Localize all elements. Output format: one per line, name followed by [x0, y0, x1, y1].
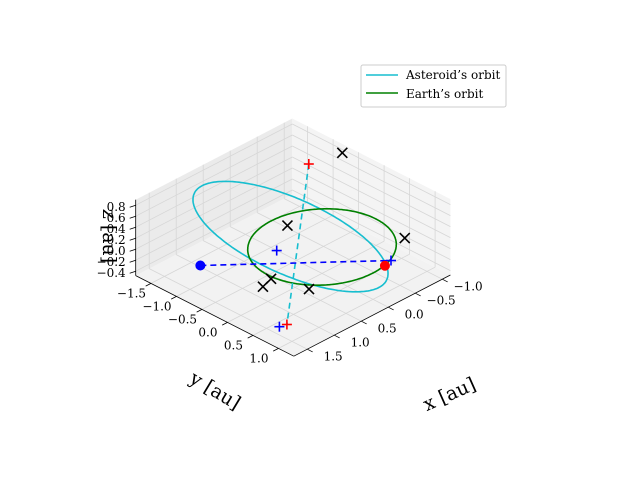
- plus-marker: [274, 321, 285, 332]
- plus-marker: [271, 245, 282, 256]
- x-tick-label: 1.0: [249, 352, 268, 366]
- y-tick-label: −0.5: [427, 293, 456, 307]
- circle-marker: [195, 260, 206, 271]
- y-tick-mark: [334, 334, 340, 339]
- dashed-connector-line: [286, 163, 310, 325]
- x-tick-mark: [170, 296, 177, 300]
- x-axis-line: [135, 275, 294, 357]
- grid-line-z: [292, 167, 451, 249]
- grid-line-x: [201, 227, 359, 310]
- grid-line-z: [292, 189, 451, 271]
- legend-label-asteroid: Asteroid’s orbit: [405, 68, 500, 82]
- x-tick-label: −0.5: [168, 313, 197, 327]
- dashed-connector-line: [200, 259, 392, 267]
- x-marker: [281, 219, 294, 232]
- y-tick-label: −1.0: [454, 279, 483, 293]
- x-tick-label: 0.0: [198, 326, 217, 340]
- grid-line-z: [135, 123, 293, 206]
- z-tick-mark: [129, 215, 136, 219]
- z-tick-mark: [129, 259, 136, 263]
- x-marker-stroke: [281, 219, 294, 232]
- z-tick-mark: [129, 226, 136, 230]
- z-tick-label: 0.8: [107, 200, 126, 214]
- x-tick-mark: [145, 283, 152, 287]
- grid-line-z: [292, 123, 451, 205]
- x-marker-stroke: [336, 147, 348, 159]
- grid-line-y: [230, 226, 389, 308]
- x-tick-mark: [196, 309, 203, 313]
- z-tick-label: 0.4: [107, 222, 126, 236]
- x-marker-stroke: [257, 281, 269, 293]
- x-marker: [399, 232, 411, 244]
- y-axis-line: [293, 274, 451, 357]
- x-marker-stroke: [399, 232, 411, 244]
- x-tick-mark: [247, 335, 254, 339]
- x-tick-mark: [272, 348, 279, 352]
- z-tick-label: 0.0: [107, 244, 126, 258]
- plus-marker: [281, 319, 292, 330]
- grid-line-z: [292, 145, 451, 227]
- y-axis-label: y [au]: [185, 367, 244, 415]
- earth-orbit-line: [246, 208, 398, 287]
- plus-marker: [303, 159, 314, 169]
- legend: Asteroid’s orbit Earth’s orbit: [360, 64, 507, 108]
- grid-line-z: [292, 178, 451, 260]
- tick-marks: −1.5−1.0−0.50.00.51.0−1.0−0.50.00.51.01.…: [97, 200, 483, 365]
- x-marker: [336, 147, 348, 159]
- y-tick-mark: [415, 292, 421, 297]
- x-tick-label: −1.0: [142, 300, 171, 314]
- y-tick-label: 0.5: [378, 321, 397, 335]
- z-tick-mark: [129, 270, 136, 274]
- x-marker-stroke: [303, 283, 315, 295]
- y-tick-mark: [361, 320, 367, 325]
- y-tick-label: 1.0: [351, 335, 370, 349]
- axis-lines: [135, 199, 451, 357]
- y-tick-mark: [307, 348, 313, 353]
- grid-line-x: [176, 214, 334, 297]
- plus-marker: [386, 255, 396, 266]
- y-tick-label: 0.0: [405, 307, 424, 321]
- z-tick-mark: [129, 204, 136, 208]
- grid-line-z: [135, 134, 293, 217]
- grid-line-y: [149, 268, 308, 350]
- grid-line-z: [292, 156, 451, 238]
- grid-line-y: [257, 212, 416, 294]
- marker-layer: [195, 147, 411, 332]
- grid-line-z: [135, 189, 293, 272]
- z-tick-label: −0.2: [97, 255, 126, 269]
- y-tick-mark: [442, 278, 448, 283]
- legend-label-earth: Earth’s orbit: [406, 87, 483, 101]
- grid-line-z: [292, 134, 451, 216]
- x-marker: [303, 283, 315, 295]
- y-tick-mark: [388, 306, 394, 311]
- x-axis-label: x [au]: [420, 373, 479, 416]
- grid-line-x: [278, 266, 436, 349]
- z-axis-label: z [au]: [98, 209, 120, 263]
- grid-line-z: [135, 156, 293, 239]
- x-tick-mark: [221, 322, 228, 326]
- y-wall-pane: [292, 118, 451, 275]
- grid-line-z: [135, 167, 293, 250]
- x-wall-pane: [135, 118, 293, 276]
- circle-marker: [379, 260, 390, 271]
- y-tick-label: 1.5: [324, 349, 343, 363]
- z-tick-mark: [129, 248, 136, 252]
- grid-line-x: [227, 240, 385, 323]
- x-tick-label: 0.5: [224, 339, 243, 353]
- x-marker: [257, 281, 269, 293]
- grid-line-z: [135, 145, 293, 228]
- z-tick-label: −0.4: [97, 266, 127, 280]
- z-tick-label: 0.2: [107, 233, 126, 247]
- grid-line-y: [284, 198, 443, 280]
- z-tick-mark: [129, 237, 136, 241]
- z-tick-label: 0.6: [107, 211, 126, 225]
- grid-line-z: [135, 178, 293, 261]
- x-tick-label: −1.5: [117, 287, 146, 301]
